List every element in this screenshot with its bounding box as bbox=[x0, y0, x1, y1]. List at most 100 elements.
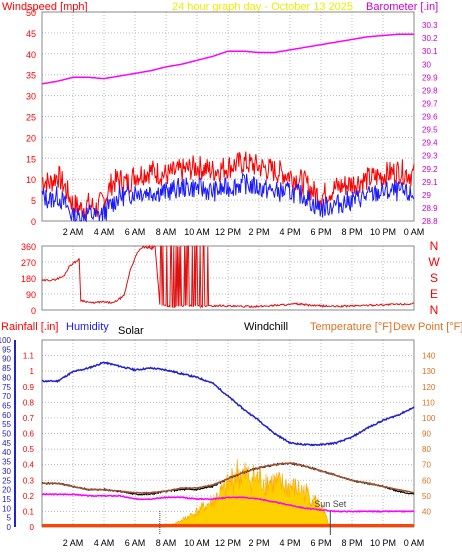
temperature-x-tick: 2 PM bbox=[248, 538, 269, 548]
direction-y-tick: 270 bbox=[21, 258, 36, 268]
barometer-line bbox=[41, 33, 414, 85]
rain-y-tick: 1 bbox=[30, 367, 35, 376]
wind-x-tick: 6 AM bbox=[125, 227, 146, 237]
temperature-x-tick: 8 AM bbox=[156, 538, 177, 548]
rain-y-tick: 0.6 bbox=[23, 430, 35, 439]
barometer-y-tick: 29.6 bbox=[422, 113, 438, 122]
rain-y-tick: 0.4 bbox=[23, 461, 35, 470]
rainfall-bar bbox=[42, 524, 414, 527]
temperature-x-tick: 10 AM bbox=[184, 538, 210, 548]
wind-direction-line bbox=[41, 244, 415, 309]
temperature-y-tick: 40 bbox=[422, 507, 431, 516]
dewpoint-line bbox=[41, 492, 415, 513]
temperature-axis-title: Temperature [°F] bbox=[310, 321, 392, 333]
temperature-x-tick: 6 PM bbox=[310, 538, 331, 548]
wind-y-tick: 20 bbox=[26, 133, 36, 143]
temperature-y-tick: 90 bbox=[422, 430, 431, 439]
humidity-y-tick: 20 bbox=[2, 486, 11, 495]
direction-plot-frame bbox=[41, 245, 415, 311]
wind-plot-frame bbox=[41, 11, 415, 222]
temperature-x-tick: 4 AM bbox=[94, 538, 115, 548]
barometer-y-tick: 29.2 bbox=[422, 165, 438, 174]
rain-y-tick: 0.2 bbox=[23, 492, 35, 501]
dewpoint-axis-title: Dew Point [°F] bbox=[393, 321, 462, 333]
windspeed-axis-title: Windspeed [mph] bbox=[2, 1, 88, 13]
wind-x-tick: 8 AM bbox=[156, 227, 177, 237]
humidity-y-tick: 35 bbox=[2, 458, 11, 467]
rain-y-tick: 0.8 bbox=[23, 398, 35, 407]
temperature-y-tick: 80 bbox=[422, 445, 431, 454]
direction-y-tick: 0 bbox=[31, 306, 36, 316]
humidity-y-tick: 100 bbox=[0, 336, 12, 345]
rain-y-tick: 0.3 bbox=[23, 476, 35, 485]
rain-y-tick: 0.7 bbox=[23, 414, 35, 423]
temperature-y-tick: 70 bbox=[422, 461, 431, 470]
temperature-x-tick: 0 AM bbox=[404, 538, 425, 548]
wind-x-tick: 4 AM bbox=[94, 227, 115, 237]
direction-y-tick: 180 bbox=[21, 274, 36, 284]
compass-label: S bbox=[430, 271, 438, 285]
temperature-line bbox=[41, 462, 415, 494]
humidity-y-tick: 75 bbox=[2, 383, 11, 392]
wind-y-tick: 40 bbox=[26, 50, 36, 60]
humidity-y-tick: 15 bbox=[2, 495, 11, 504]
wind-x-tick: 4 PM bbox=[279, 227, 300, 237]
humidity-y-tick: 70 bbox=[2, 392, 11, 401]
temperature-x-tick: 6 AM bbox=[125, 538, 146, 548]
wind-x-tick: 6 PM bbox=[310, 227, 331, 237]
solar-area bbox=[165, 459, 331, 528]
wind-x-tick: 10 AM bbox=[184, 227, 210, 237]
temperature-y-tick: 120 bbox=[422, 383, 436, 392]
humidity-y-tick: 55 bbox=[2, 420, 11, 429]
barometer-y-tick: 29.7 bbox=[422, 99, 438, 108]
windchill-label: Windchill bbox=[244, 321, 288, 333]
wind-x-tick: 12 PM bbox=[215, 227, 241, 237]
wind-x-tick: 2 PM bbox=[248, 227, 269, 237]
humidity-y-tick: 10 bbox=[2, 504, 11, 513]
wind-y-tick: 0 bbox=[31, 217, 36, 227]
compass-label: N bbox=[430, 239, 439, 253]
wind-y-tick: 10 bbox=[26, 175, 36, 185]
barometer-y-tick: 30.3 bbox=[422, 21, 438, 30]
barometer-y-tick: 30.1 bbox=[422, 47, 438, 56]
graph-title: 24 hour graph day - October 13 2025 bbox=[172, 1, 353, 13]
barometer-y-tick: 29.3 bbox=[422, 152, 438, 161]
humidity-label: Humidity bbox=[66, 321, 109, 333]
rain-y-tick: 0.1 bbox=[23, 507, 35, 516]
humidity-y-tick: 80 bbox=[2, 373, 11, 382]
temperature-x-tick: 8 PM bbox=[341, 538, 362, 548]
humidity-y-tick: 50 bbox=[2, 430, 11, 439]
humidity-y-tick: 90 bbox=[2, 355, 11, 364]
humidity-line bbox=[41, 361, 415, 447]
wind-x-tick: 8 PM bbox=[341, 227, 362, 237]
sunset-label: Sun Set bbox=[314, 499, 347, 509]
humidity-y-tick: 60 bbox=[2, 411, 11, 420]
barometer-y-tick: 29.9 bbox=[422, 73, 438, 82]
barometer-y-tick: 30.2 bbox=[422, 34, 438, 43]
humidity-y-tick: 40 bbox=[2, 448, 11, 457]
barometer-y-tick: 29.5 bbox=[422, 126, 438, 135]
compass-label: E bbox=[430, 287, 438, 301]
barometer-y-tick: 28.9 bbox=[422, 204, 438, 213]
humidity-y-tick: 25 bbox=[2, 476, 11, 485]
rain-y-tick: 0.5 bbox=[23, 445, 35, 454]
barometer-y-tick: 29 bbox=[422, 191, 431, 200]
temperature-x-tick: 10 PM bbox=[370, 538, 396, 548]
wind-x-tick: 0 AM bbox=[404, 227, 425, 237]
wind-gust-line bbox=[41, 151, 415, 219]
humidity-y-tick: 0 bbox=[7, 523, 12, 532]
temperature-y-tick: 110 bbox=[422, 398, 435, 407]
wind-y-tick: 15 bbox=[26, 154, 36, 164]
humidity-y-tick: 85 bbox=[2, 364, 11, 373]
rain-y-tick: 0 bbox=[30, 523, 35, 532]
barometer-axis-title: Barometer [.in] bbox=[366, 1, 438, 13]
temperature-x-tick: 4 PM bbox=[279, 538, 300, 548]
wind-x-tick: 2 AM bbox=[63, 227, 84, 237]
humidity-y-tick: 30 bbox=[2, 467, 11, 476]
wind-y-tick: 45 bbox=[26, 29, 36, 39]
temperature-x-tick: 12 PM bbox=[215, 538, 241, 548]
rainfall-axis-title: Rainfall [.in] bbox=[1, 321, 58, 333]
barometer-y-tick: 29.8 bbox=[422, 86, 438, 95]
